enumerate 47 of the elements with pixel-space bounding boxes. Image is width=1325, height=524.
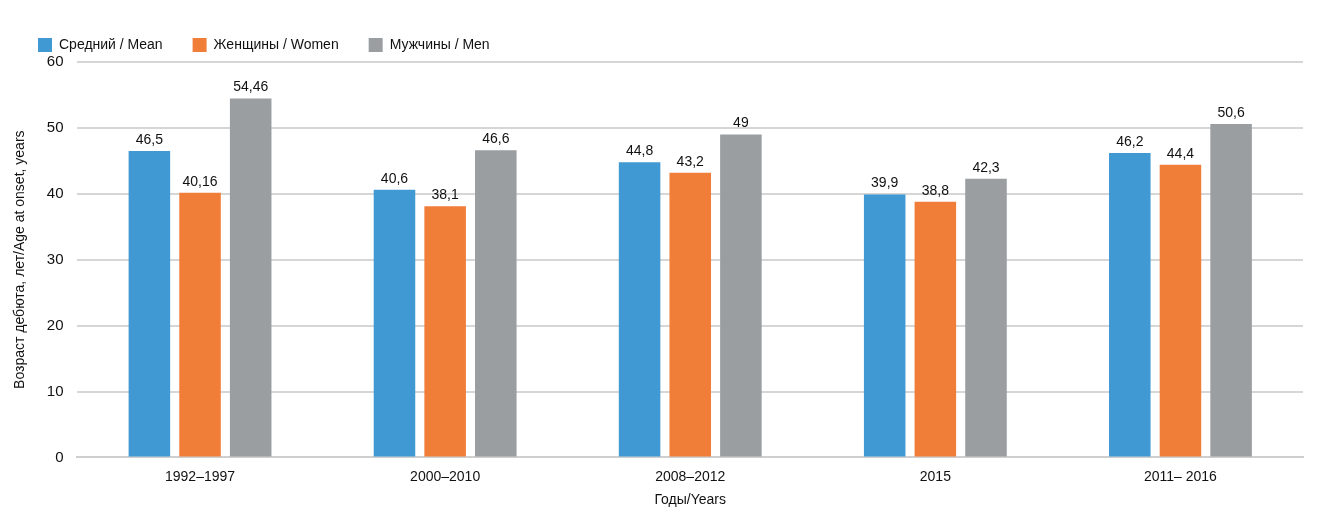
- x-tick-label: 2011– 2016: [1143, 467, 1218, 484]
- legend-label: Средний / Mean: [59, 35, 163, 52]
- x-tick-label: 1992–1997: [165, 467, 236, 484]
- bar: [720, 134, 762, 457]
- data-label: 54,46: [233, 78, 269, 95]
- bar: [1210, 123, 1252, 457]
- y-tick-label: 20: [46, 315, 64, 333]
- data-label: 46,2: [1116, 132, 1144, 149]
- data-label: 38,1: [431, 186, 459, 203]
- x-tick-label: 2000–2010: [410, 467, 481, 484]
- bar: [669, 172, 712, 457]
- y-tick-label: 0: [55, 447, 64, 465]
- bar: [1109, 152, 1151, 457]
- data-label: 40,6: [380, 169, 409, 186]
- y-tick-label: 30: [46, 249, 64, 267]
- bar: [373, 189, 416, 457]
- bar: [179, 192, 221, 457]
- y-tick-label: 60: [46, 52, 64, 70]
- bar: [128, 150, 171, 457]
- data-label: 44,8: [625, 142, 654, 159]
- data-label: 46,6: [482, 130, 510, 147]
- y-tick-label: 40: [46, 183, 64, 201]
- y-tick-label: 10: [46, 381, 64, 399]
- data-label: 50,6: [1217, 103, 1245, 120]
- data-label: 46,5: [135, 130, 164, 147]
- data-label: 43,2: [676, 152, 705, 169]
- data-label: 42,3: [972, 158, 1000, 175]
- bar: [229, 98, 272, 457]
- x-tick-label: 2015: [919, 467, 952, 484]
- data-label: 49: [733, 114, 749, 131]
- bar: [914, 201, 957, 457]
- legend-label: Женщины / Women: [213, 35, 339, 52]
- legend-label: Мужчины / Men: [389, 35, 490, 52]
- data-label: 38,8: [921, 181, 950, 198]
- bar: [618, 162, 661, 457]
- bar: [475, 150, 517, 457]
- x-axis-title: Годы/Years: [654, 491, 727, 508]
- bar: [424, 206, 466, 457]
- bar: [965, 178, 1007, 457]
- data-label: 40,16: [182, 172, 218, 189]
- y-tick-label: 50: [46, 118, 64, 136]
- data-label: 39,9: [871, 174, 899, 191]
- data-label: 44,4: [1166, 144, 1195, 161]
- y-axis-title: Возраст дебюта, лет/Age at onset, years: [11, 130, 28, 389]
- x-tick-label: 2008–2012: [655, 467, 726, 484]
- bar: [863, 194, 906, 457]
- bar: [1159, 164, 1202, 457]
